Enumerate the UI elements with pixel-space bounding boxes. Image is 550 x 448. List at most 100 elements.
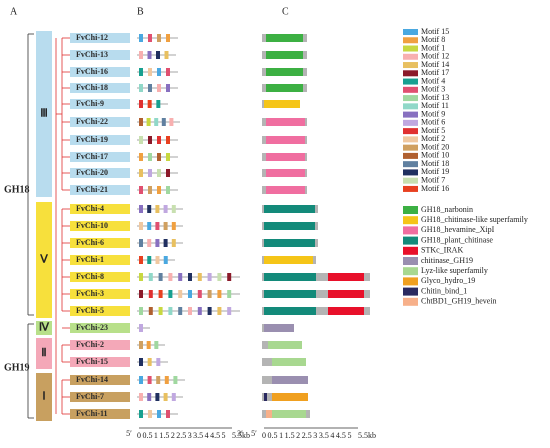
motif-block — [139, 169, 143, 177]
domain-block — [266, 34, 303, 42]
gene-label-bg — [70, 83, 130, 93]
legend-label: Motif 10 — [421, 151, 449, 160]
motif-block — [207, 290, 212, 298]
gene-label: FvChi-15 — [76, 357, 108, 366]
axis-tick-label: 1.5 — [285, 431, 295, 440]
gene-label-bg — [70, 221, 130, 231]
axis-tick-label: 4 — [205, 431, 209, 440]
motif-block — [148, 307, 153, 315]
motif-block — [158, 307, 163, 315]
gene-label-bg — [70, 255, 130, 265]
motif-block — [147, 205, 152, 213]
motif-block — [207, 307, 212, 315]
domain-block — [266, 51, 303, 59]
clade-label: Ⅲ — [40, 108, 48, 120]
legend-swatch — [403, 62, 418, 69]
axis-tick-label: 4 — [330, 431, 334, 440]
domain-block — [264, 222, 315, 230]
motif-block — [166, 34, 170, 42]
motif-block — [157, 136, 161, 144]
clade-bar — [36, 202, 52, 318]
motif-block — [139, 290, 143, 298]
motif-block — [178, 307, 183, 315]
domain-block — [264, 324, 294, 332]
motif-block — [146, 341, 151, 349]
legend-label: GH18_hevamine_XipI — [421, 225, 495, 234]
motif-block — [139, 410, 143, 418]
gene-label: FvChi-6 — [76, 238, 104, 247]
domain-block — [264, 273, 316, 281]
motif-block — [148, 273, 153, 281]
gene-label: FvChi-19 — [76, 135, 108, 144]
motif-block — [155, 222, 160, 230]
motif-block — [155, 239, 160, 247]
motif-block — [163, 205, 168, 213]
legend-label: Motif 3 — [421, 85, 445, 94]
clade-bar — [36, 31, 52, 197]
gene-label-bg — [70, 204, 130, 214]
motif-block — [139, 324, 143, 332]
gene-label-bg — [70, 409, 130, 419]
legend-swatch — [403, 267, 418, 276]
motif-block — [188, 307, 192, 315]
axis-tick-label: 0 — [137, 431, 141, 440]
motif-block — [168, 307, 173, 315]
motif-block — [146, 118, 151, 126]
gene-label-bg — [70, 168, 130, 178]
motif-block — [166, 410, 170, 418]
motif-block — [168, 273, 173, 281]
motif-block — [169, 118, 174, 126]
motif-block — [164, 376, 169, 384]
gene-label: FvChi-13 — [76, 50, 108, 59]
domain-block — [272, 393, 308, 401]
motif-block — [158, 290, 163, 298]
legend-label: Motif 9 — [421, 109, 445, 118]
legend-label: Motif 7 — [421, 176, 445, 185]
legend-label: Glyco_hydro_19 — [421, 276, 475, 285]
gene-label: FvChi-21 — [76, 185, 108, 194]
axis-tick-label: 5.5kb — [232, 431, 250, 440]
motif-block — [139, 118, 143, 126]
gene-label-bg — [70, 152, 130, 162]
domain-block — [266, 136, 305, 144]
gene-label-bg — [70, 50, 130, 60]
legend-swatch — [403, 152, 418, 159]
motif-block — [139, 186, 143, 194]
motif-block — [156, 376, 161, 384]
motif-block — [171, 205, 176, 213]
gene-label: FvChi-14 — [76, 375, 108, 384]
domain-block — [264, 290, 316, 298]
gene-label: FvChi-12 — [76, 33, 108, 42]
motif-block — [166, 136, 170, 144]
domain-block — [264, 205, 315, 213]
axis-end: 5′ — [251, 429, 257, 438]
axis-tick-label: 1 — [279, 431, 283, 440]
legend-swatch — [403, 169, 418, 176]
legend-label: chitinase_GH19 — [421, 256, 473, 265]
gene-label: FvChi-2 — [76, 340, 104, 349]
legend-label: GH18_narbonin — [421, 205, 473, 214]
motif-block — [164, 51, 169, 59]
motif-block — [173, 376, 178, 384]
legend-swatch — [403, 236, 418, 245]
motif-block — [197, 290, 202, 298]
gene-label-bg — [70, 67, 130, 77]
motif-block — [166, 186, 170, 194]
legend-swatch — [403, 95, 418, 102]
domain-block — [328, 307, 364, 315]
motif-block — [139, 376, 143, 384]
domain-block — [266, 68, 303, 76]
motif-block — [166, 169, 170, 177]
gene-label: FvChi-11 — [76, 409, 108, 418]
motif-block — [178, 290, 183, 298]
legend-swatch — [403, 37, 418, 44]
motif-block — [148, 153, 152, 161]
legend-label: Motif 15 — [421, 27, 449, 36]
motif-block — [139, 358, 143, 366]
gene-label-bg — [70, 289, 130, 299]
gene-label: FvChi-3 — [76, 289, 104, 298]
clade-bar — [36, 373, 52, 421]
gene-label: FvChi-20 — [76, 168, 108, 177]
motif-block — [157, 34, 161, 42]
legend-swatch — [403, 206, 418, 214]
